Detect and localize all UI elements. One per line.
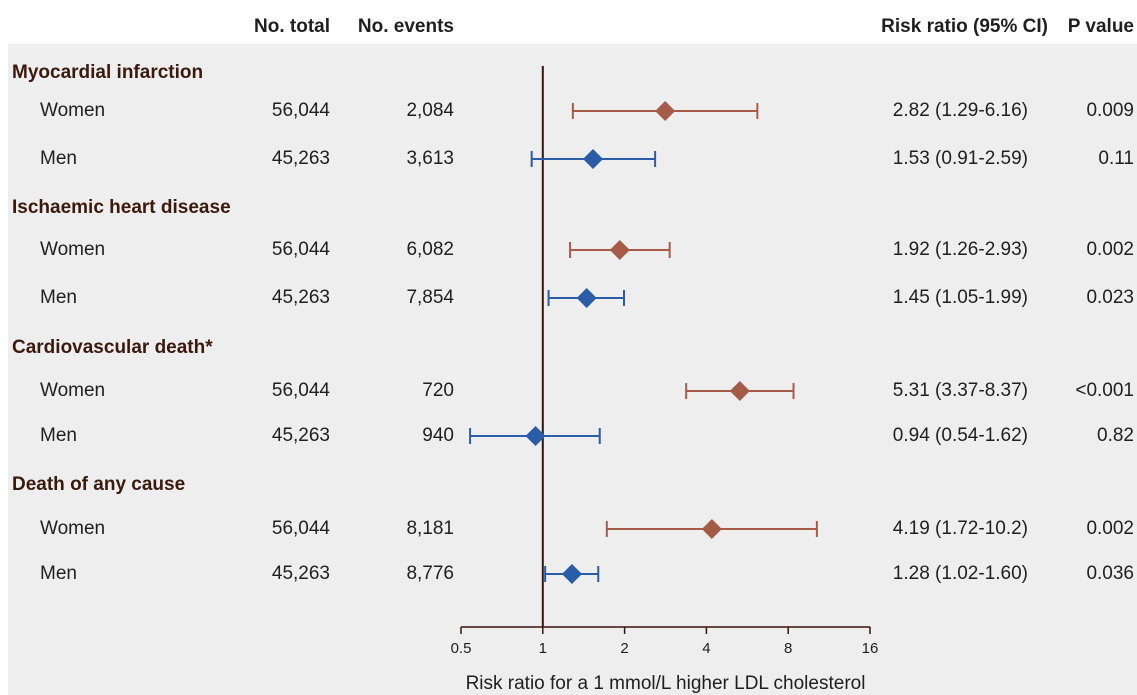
row-risk-ratio: 0.94 (0.54-1.62) xyxy=(892,425,1028,446)
row-p-value: 0.002 xyxy=(1086,518,1134,539)
point-estimate-diamond-men xyxy=(561,564,582,584)
row-label-men: Men xyxy=(40,563,77,584)
row-events: 6,082 xyxy=(406,239,454,260)
row-risk-ratio: 4.19 (1.72-10.2) xyxy=(892,518,1028,539)
group-title-death-of-any-cause: Death of any cause xyxy=(12,474,186,495)
row-events: 2,084 xyxy=(406,100,454,121)
header-p-value: P value xyxy=(1067,16,1134,37)
row-p-value: 0.002 xyxy=(1086,239,1134,260)
row-events: 720 xyxy=(422,380,454,401)
group-title-ischaemic-heart-disease: Ischaemic heart disease xyxy=(12,197,231,218)
row-total: 45,263 xyxy=(271,563,330,584)
header-risk-ratio: Risk ratio (95% CI) xyxy=(881,16,1048,37)
row-total: 45,263 xyxy=(271,287,330,308)
row-events: 940 xyxy=(422,425,454,446)
row-label-women: Women xyxy=(40,100,106,121)
header-no-events: No. events xyxy=(357,16,454,37)
row-total: 45,263 xyxy=(271,425,330,446)
row-risk-ratio: 1.92 (1.26-2.93) xyxy=(892,239,1028,260)
row-label-women: Women xyxy=(40,239,106,260)
row-events: 3,613 xyxy=(406,148,454,169)
x-tick-label: 0.5 xyxy=(451,640,472,657)
point-estimate-diamond-women xyxy=(655,101,676,121)
x-tick-label: 8 xyxy=(784,640,792,657)
x-tick-label: 4 xyxy=(702,640,710,657)
row-risk-ratio: 1.28 (1.02-1.60) xyxy=(892,563,1028,584)
row-label-women: Women xyxy=(40,518,106,539)
row-total: 56,044 xyxy=(271,100,330,121)
point-estimate-diamond-women xyxy=(609,240,630,260)
point-estimate-diamond-women xyxy=(729,381,750,401)
row-risk-ratio: 5.31 (3.37-8.37) xyxy=(892,380,1028,401)
group-title-cardiovascular-death: Cardiovascular death* xyxy=(12,337,213,358)
plot-panel-background xyxy=(8,44,1137,695)
row-label-women: Women xyxy=(40,380,106,401)
row-p-value: 0.023 xyxy=(1086,287,1134,308)
row-risk-ratio: 2.82 (1.29-6.16) xyxy=(892,100,1028,121)
row-total: 56,044 xyxy=(271,380,330,401)
row-p-value: 0.82 xyxy=(1097,425,1134,446)
header-no-total: No. total xyxy=(254,16,330,37)
x-tick-label: 2 xyxy=(620,640,628,657)
x-axis-label: Risk ratio for a 1 mmol/L higher LDL cho… xyxy=(466,673,866,694)
group-title-myocardial-infarction: Myocardial infarction xyxy=(12,62,204,83)
row-label-men: Men xyxy=(40,425,77,446)
row-risk-ratio: 1.45 (1.05-1.99) xyxy=(892,287,1028,308)
row-p-value: 0.036 xyxy=(1086,563,1134,584)
row-events: 8,776 xyxy=(406,563,454,584)
row-total: 45,263 xyxy=(271,148,330,169)
row-label-men: Men xyxy=(40,287,77,308)
row-events: 8,181 xyxy=(406,518,454,539)
row-label-men: Men xyxy=(40,148,77,169)
row-p-value: 0.009 xyxy=(1086,100,1134,121)
row-p-value: <0.001 xyxy=(1075,380,1134,401)
row-p-value: 0.11 xyxy=(1098,148,1134,169)
row-events: 7,854 xyxy=(406,287,454,308)
point-estimate-diamond-women xyxy=(701,519,722,539)
row-risk-ratio: 1.53 (0.91-2.59) xyxy=(892,148,1028,169)
row-total: 56,044 xyxy=(271,239,330,260)
x-tick-label: 16 xyxy=(862,640,879,657)
row-total: 56,044 xyxy=(271,518,330,539)
x-tick-label: 1 xyxy=(539,640,547,657)
point-estimate-diamond-men xyxy=(525,426,546,446)
point-estimate-diamond-men xyxy=(576,288,597,308)
point-estimate-diamond-men xyxy=(582,149,603,169)
